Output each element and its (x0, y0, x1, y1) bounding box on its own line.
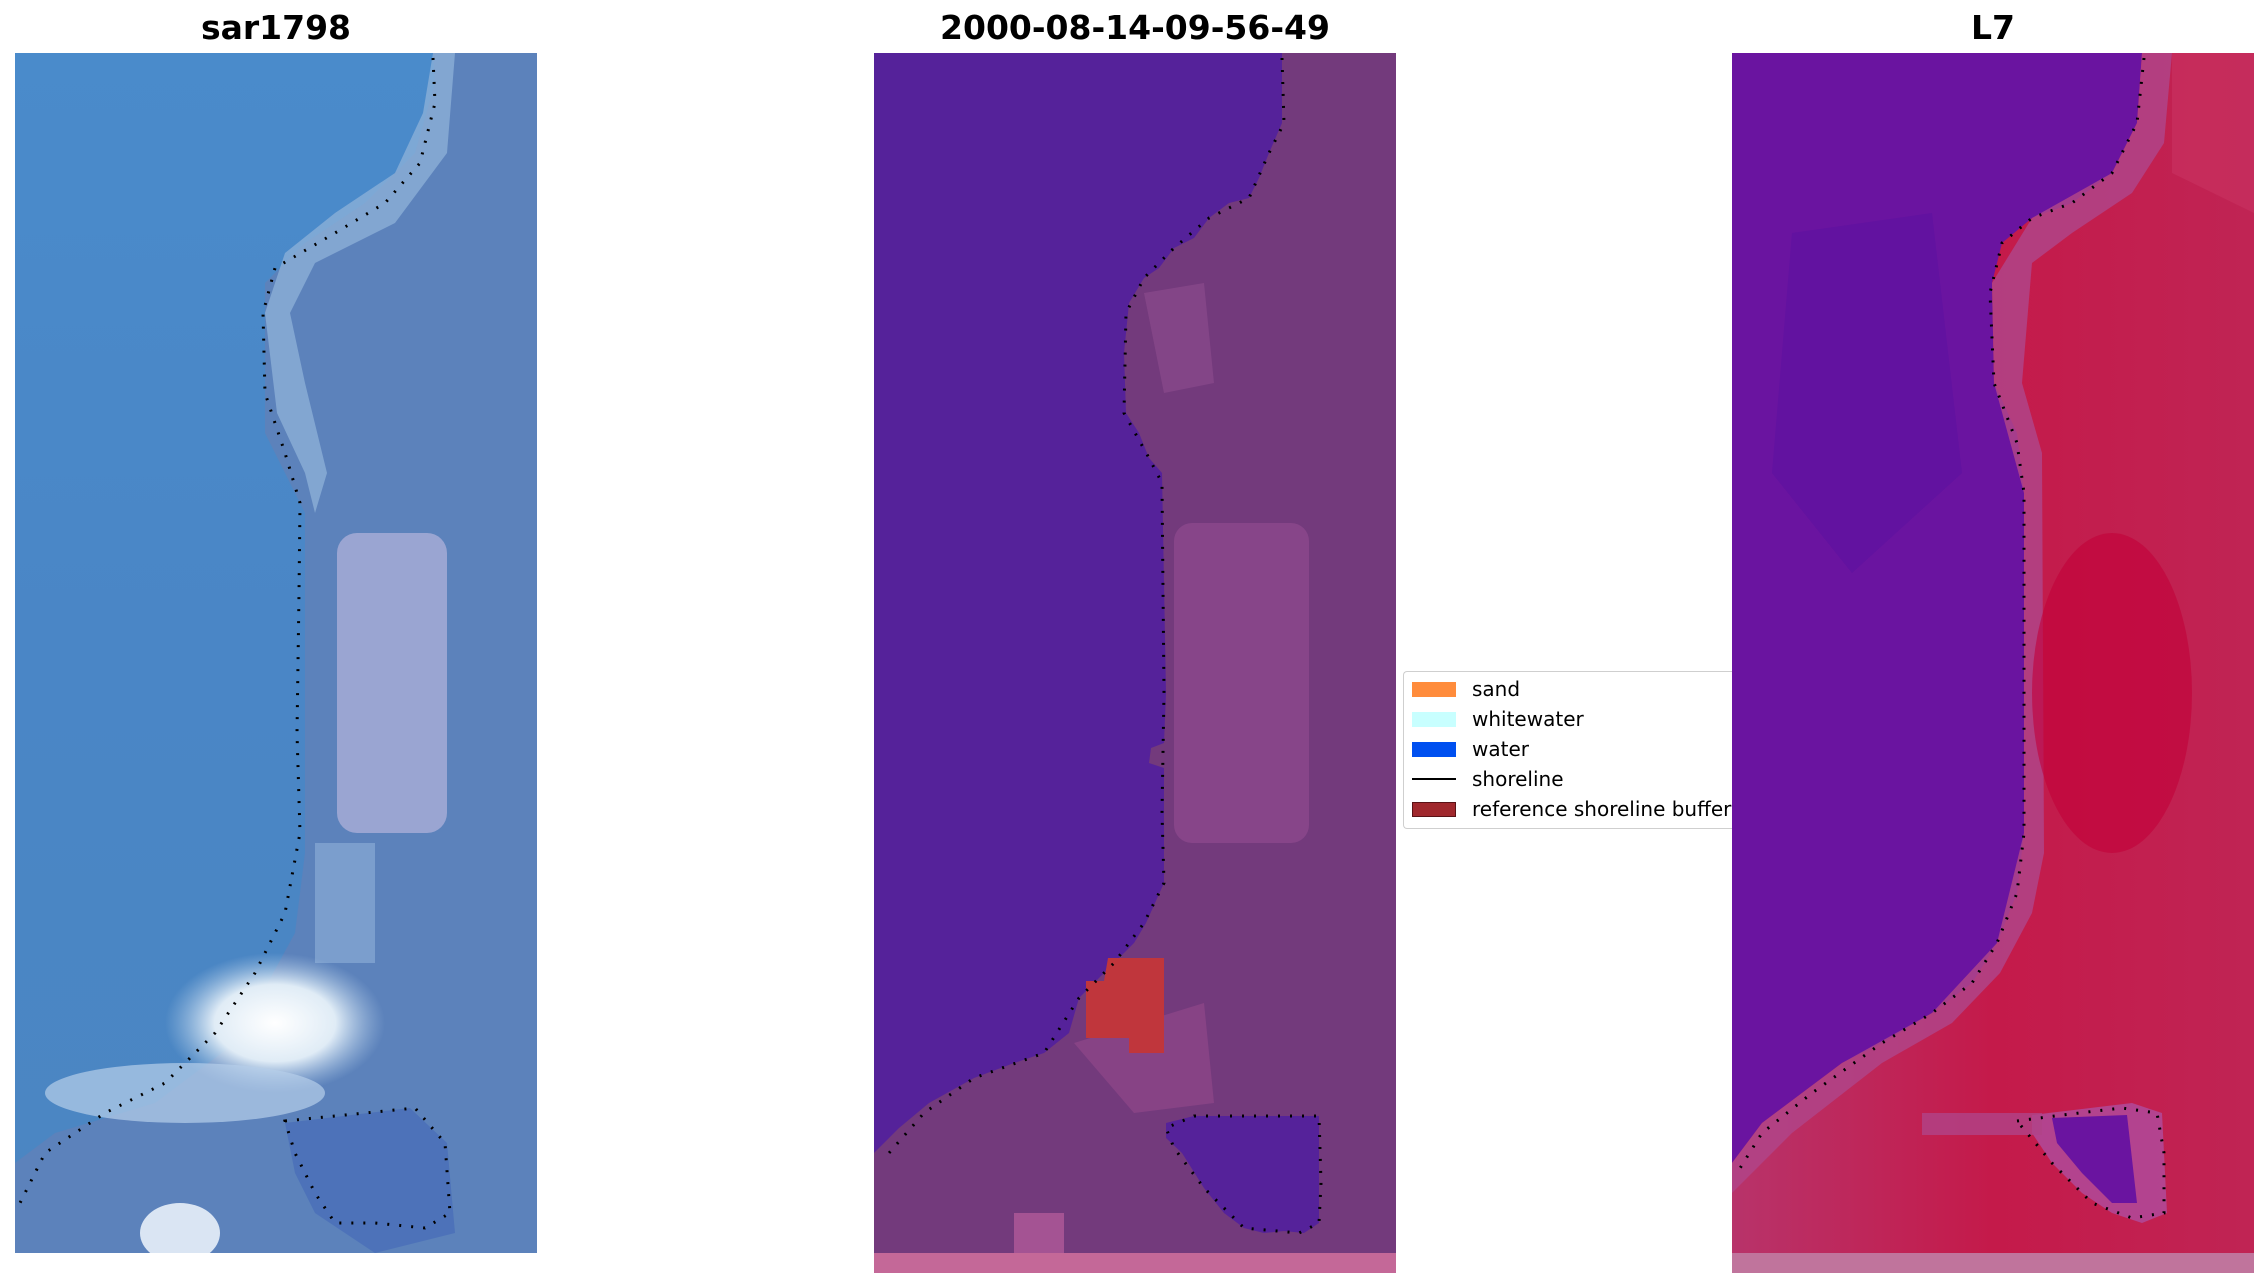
rgb-satellite-image (15, 53, 537, 1253)
lagoon-water-index (2052, 1115, 2137, 1203)
legend-swatch-water (1412, 741, 1456, 757)
legend-item-water: water (1412, 737, 1529, 761)
lagoon-water-class (1166, 1116, 1319, 1233)
pale-land-patch (337, 533, 447, 833)
panel-title-rgb: sar1798 (200, 8, 352, 47)
legend: sand whitewater water shoreline referenc… (1403, 671, 1732, 829)
whitewater-foam (165, 953, 385, 1093)
legend-item-sand: sand (1412, 677, 1521, 701)
legend-label-reference-buffer: reference shoreline buffer (1472, 797, 1732, 821)
panel-title-satellite: L7 (1971, 8, 2015, 47)
legend-label-whitewater: whitewater (1472, 707, 1584, 731)
legend-item-whitewater: whitewater (1412, 707, 1584, 731)
legend-swatch-whitewater (1412, 711, 1456, 727)
lagoon-shoreline-line (2014, 1106, 2166, 1220)
legend-swatch-sand (1412, 681, 1456, 697)
legend-item-reference-buffer: reference shoreline buffer (1412, 797, 1732, 821)
legend-label-shoreline: shoreline (1472, 767, 1564, 791)
legend-item-shoreline: shoreline (1412, 767, 1564, 791)
legend-label-sand: sand (1472, 677, 1521, 701)
lagoon (285, 1108, 455, 1253)
index-image (1732, 53, 2254, 1273)
classified-image (874, 53, 1396, 1273)
legend-label-water: water (1472, 737, 1529, 761)
legend-line-shoreline (1412, 778, 1456, 780)
legend-swatch-reference-buffer (1412, 801, 1456, 817)
shoreline-line (18, 57, 437, 1204)
lagoon-shoreline-line (283, 1106, 452, 1230)
water-class-region (874, 53, 1282, 1153)
panel-title-date: 2000-08-14-09-56-49 (940, 8, 1330, 47)
reference-buffer-patch (1086, 958, 1164, 1053)
